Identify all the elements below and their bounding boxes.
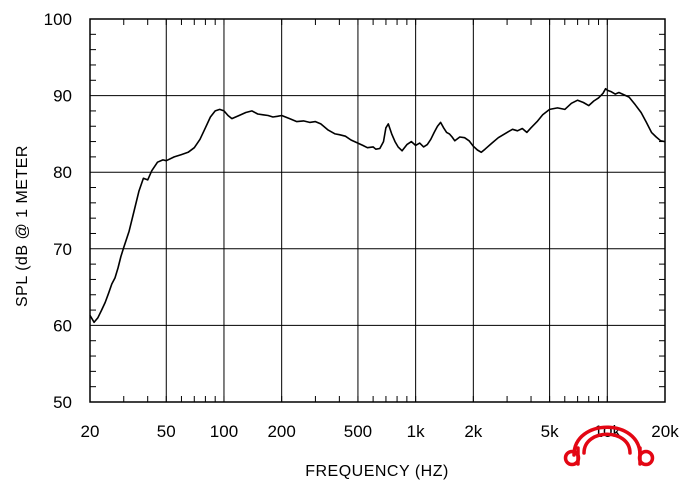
x-tick-label: 200: [267, 422, 295, 441]
grid: [90, 19, 665, 402]
y-tick-label: 60: [53, 316, 72, 335]
y-tick-label: 70: [53, 240, 72, 259]
headphone-logo-icon: [563, 425, 655, 467]
x-tick-labels: 20 50 100 200 500 1k 2k 5k 10k 20k: [81, 422, 680, 441]
x-tick-label: 1k: [407, 422, 425, 441]
x-tick-label: 10k: [594, 422, 622, 441]
y-tick-label: 100: [44, 10, 72, 29]
x-tick-label: 20k: [651, 422, 679, 441]
y-tick-label: 90: [53, 87, 72, 106]
y-axis-title: SPL (dB @ 1 METER: [14, 145, 31, 307]
x-tick-label: 500: [344, 422, 372, 441]
x-tick-label: 2k: [464, 422, 482, 441]
minor-ticks: [90, 19, 665, 402]
y-tick-labels: 50 60 70 80 90 100: [44, 10, 72, 412]
x-tick-label: 20: [81, 422, 100, 441]
x-tick-label: 50: [157, 422, 176, 441]
y-tick-label: 50: [53, 393, 72, 412]
x-axis-title: FREQUENCY (HZ): [305, 463, 449, 480]
spl-response-line: [89, 87, 666, 324]
y-tick-label: 80: [53, 163, 72, 182]
x-tick-label: 100: [210, 422, 238, 441]
plot-frame: [89, 18, 666, 403]
x-tick-label: 5k: [541, 422, 559, 441]
